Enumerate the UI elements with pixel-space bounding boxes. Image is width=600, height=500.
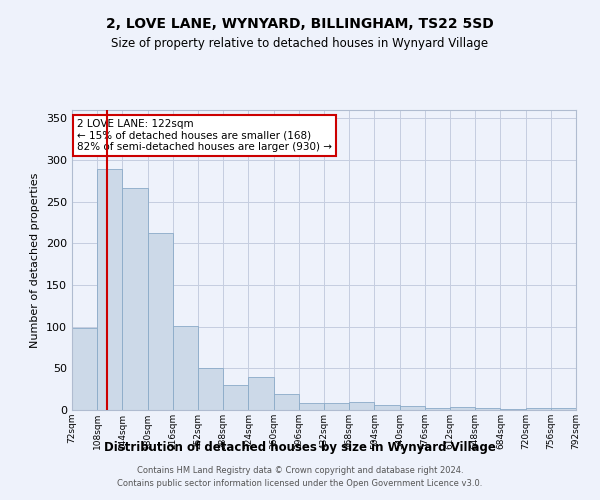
Bar	[223, 385, 248, 410]
Bar	[324, 404, 349, 410]
Bar	[72, 328, 97, 410]
Text: 2 LOVE LANE: 122sqm
← 15% of detached houses are smaller (168)
82% of semi-detac: 2 LOVE LANE: 122sqm ← 15% of detached ho…	[77, 119, 332, 152]
Bar	[551, 408, 576, 410]
Y-axis label: Number of detached properties: Number of detached properties	[31, 172, 40, 348]
Bar	[198, 368, 223, 410]
Bar	[400, 406, 425, 410]
Bar	[148, 232, 173, 410]
Bar	[173, 326, 198, 410]
Bar	[500, 409, 526, 410]
Bar	[526, 408, 551, 410]
Text: Contains HM Land Registry data © Crown copyright and database right 2024.
Contai: Contains HM Land Registry data © Crown c…	[118, 466, 482, 487]
Bar	[97, 169, 122, 410]
Bar	[248, 376, 274, 410]
Bar	[475, 408, 500, 410]
Bar	[425, 408, 450, 410]
Text: 2, LOVE LANE, WYNYARD, BILLINGHAM, TS22 5SD: 2, LOVE LANE, WYNYARD, BILLINGHAM, TS22 …	[106, 18, 494, 32]
Bar	[122, 188, 148, 410]
Bar	[299, 404, 324, 410]
Bar	[274, 394, 299, 410]
Text: Size of property relative to detached houses in Wynyard Village: Size of property relative to detached ho…	[112, 38, 488, 51]
Bar	[374, 405, 400, 410]
Bar	[450, 406, 475, 410]
Bar	[349, 402, 374, 410]
Text: Distribution of detached houses by size in Wynyard Village: Distribution of detached houses by size …	[104, 441, 496, 454]
